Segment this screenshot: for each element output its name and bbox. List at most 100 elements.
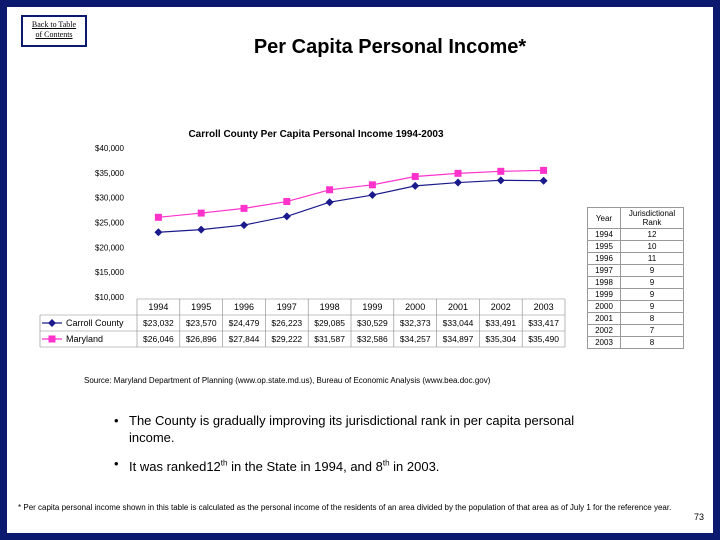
data-point [368, 191, 377, 200]
rank-year-cell: 1996 [587, 252, 621, 265]
data-label: $34,257 [400, 334, 431, 344]
rank-year-cell: 2001 [587, 312, 621, 325]
rank-table-row: 1994 12 [587, 228, 684, 241]
data-point [454, 169, 462, 177]
y-tick-label: $15,000 [95, 268, 124, 277]
legend-marker [48, 319, 56, 327]
data-point [411, 173, 419, 181]
rank-table-row: 2002 7 [587, 324, 684, 337]
rank-value-cell: 9 [620, 276, 684, 289]
data-point [368, 181, 376, 189]
data-label: $26,046 [143, 334, 174, 344]
chart-title: Carroll County Per Capita Personal Incom… [188, 129, 444, 140]
data-point [540, 166, 548, 174]
bullet-list: • The County is gradually improving its … [114, 412, 584, 484]
bullet-text-2-part1: It was ranked12 [129, 459, 221, 475]
data-point [325, 198, 334, 207]
legend-marker [48, 335, 56, 343]
x-tick-label: 2003 [534, 302, 554, 312]
rank-year-cell: 1994 [587, 228, 621, 241]
data-label: $31,587 [314, 334, 345, 344]
page-number: 73 [693, 512, 704, 522]
x-tick-label: 1994 [148, 302, 168, 312]
data-label: $23,032 [143, 318, 174, 328]
rank-year-cell: 2003 [587, 336, 621, 349]
source-citation: Source: Maryland Department of Planning … [84, 376, 491, 385]
data-label: $30,529 [357, 318, 388, 328]
data-point [282, 212, 291, 221]
year-column-header: Year [587, 207, 621, 229]
rank-value-cell: 11 [620, 252, 684, 265]
data-label: $35,490 [528, 334, 559, 344]
data-label: $32,586 [357, 334, 388, 344]
x-tick-label: 1999 [362, 302, 382, 312]
data-label: $26,896 [186, 334, 217, 344]
data-point [197, 225, 206, 234]
data-point [497, 167, 505, 175]
series-line-carroll-county [158, 179, 544, 233]
data-point [154, 213, 162, 221]
legend-label: Maryland [66, 334, 103, 344]
data-point [197, 209, 205, 217]
rank-year-cell: 2000 [587, 300, 621, 313]
rank-table-row: 2001 8 [587, 312, 684, 325]
rank-column-header: Jurisdictional Rank [620, 207, 684, 229]
data-label: $24,479 [229, 318, 260, 328]
rank-table-row: 2000 9 [587, 300, 684, 313]
rank-year-cell: 1997 [587, 264, 621, 277]
data-label: $33,417 [528, 318, 559, 328]
data-point [496, 176, 505, 185]
x-tick-label: 2000 [405, 302, 425, 312]
x-tick-label: 2001 [448, 302, 468, 312]
data-point [539, 176, 548, 185]
data-label: $35,304 [485, 334, 516, 344]
y-tick-label: $25,000 [95, 219, 124, 228]
page-title: Per Capita Personal Income* [253, 36, 527, 58]
rank-value-cell: 8 [620, 312, 684, 325]
series-line-maryland [158, 169, 544, 218]
footnote-marker: * [18, 503, 22, 512]
ordinal-suffix: th [382, 459, 390, 468]
rank-value-cell: 7 [620, 324, 684, 337]
data-point [154, 228, 163, 237]
rank-table-row: 1995 10 [587, 240, 684, 253]
bullet-text-2-part2: in the State in 1994, and 8 [227, 459, 383, 475]
data-point [240, 221, 248, 230]
data-point [411, 181, 420, 190]
data-label: $26,223 [271, 318, 302, 328]
rank-value-cell: 9 [620, 300, 684, 313]
bullet-item-1: • The County is gradually improving its … [114, 412, 584, 446]
rank-year-cell: 1999 [587, 288, 621, 301]
bullet-text-1: The County is gradually improving its ju… [129, 413, 575, 445]
data-label: $34,897 [443, 334, 474, 344]
back-to-contents-link[interactable]: Back to Table of Contents [21, 15, 87, 47]
rank-table-row: 1998 9 [587, 276, 684, 289]
bullet-dot: • [114, 456, 119, 471]
bullet-text-2: It was ranked12 th in the State in 1994, … [129, 459, 439, 474]
bullet-item-2: • It was ranked12 th in the State in 1994… [114, 455, 584, 475]
data-label: $33,491 [485, 318, 516, 328]
x-tick-label: 1996 [234, 302, 254, 312]
y-tick-label: $20,000 [95, 243, 124, 252]
rank-value-cell: 10 [620, 240, 684, 253]
y-tick-label: $30,000 [95, 194, 124, 203]
back-link-line1: Back to Table [31, 20, 77, 29]
data-point [240, 204, 248, 212]
data-point [454, 178, 462, 187]
back-link-line2: of Contents [35, 30, 73, 39]
rank-table-row: 2003 8 [587, 336, 684, 349]
data-label: $27,844 [229, 334, 260, 344]
rank-header-line1: Jurisdictional [628, 209, 676, 218]
data-label: $29,085 [314, 318, 345, 328]
x-tick-label: 1997 [277, 302, 297, 312]
rank-table-header-row: Year Jurisdictional Rank [587, 207, 684, 229]
x-tick-label: 1995 [191, 302, 211, 312]
y-tick-label: $40,000 [95, 144, 124, 153]
x-tick-label: 2002 [491, 302, 511, 312]
rank-header-line2: Rank [642, 218, 662, 227]
data-label: $32,373 [400, 318, 431, 328]
legend-label: Carroll County [66, 318, 124, 328]
rank-table-row: 1999 9 [587, 288, 684, 301]
data-label: $29,222 [271, 334, 302, 344]
